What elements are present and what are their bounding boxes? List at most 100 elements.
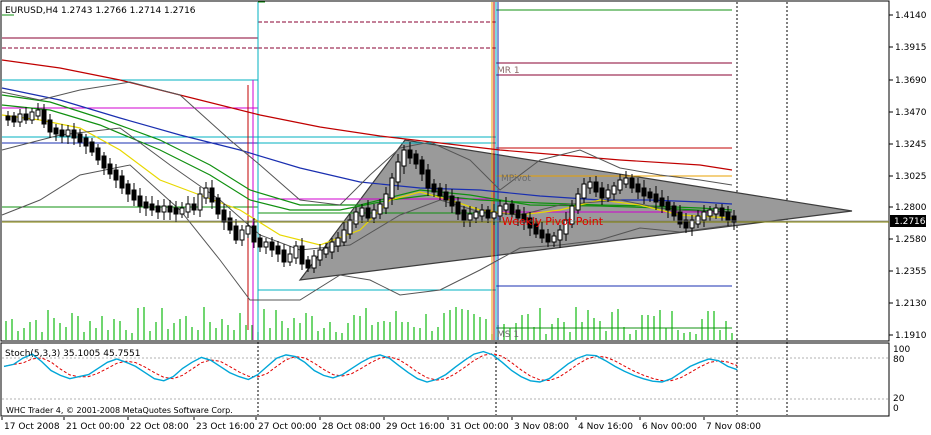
candle <box>689 219 695 229</box>
current-price-box <box>890 215 926 227</box>
candle <box>527 217 533 229</box>
candle <box>401 149 407 167</box>
candle <box>485 209 491 219</box>
candle <box>473 211 479 219</box>
candle <box>569 205 575 225</box>
candle <box>191 203 197 211</box>
candle <box>89 141 95 153</box>
candle <box>491 211 497 219</box>
candle <box>305 259 311 269</box>
candle <box>329 241 335 253</box>
candle <box>449 195 455 207</box>
time-tick-label: 23 Oct 16:00 <box>196 422 255 432</box>
candlesticks[interactable] <box>5 103 737 273</box>
candle <box>101 155 107 169</box>
candle <box>77 133 83 143</box>
candle <box>17 113 23 123</box>
candle <box>95 147 101 161</box>
candle <box>341 229 347 243</box>
candle <box>377 203 383 215</box>
candle <box>665 201 671 211</box>
candle <box>107 163 113 175</box>
symbol-info: EURUSD,H4 1.2743 1.2766 1.2714 1.2716 <box>5 6 196 16</box>
candle <box>197 193 203 211</box>
candle <box>227 217 233 231</box>
ma-green-2 <box>1 94 733 213</box>
candle <box>539 229 545 239</box>
s1-label: MS 1 <box>497 330 519 340</box>
candle <box>347 219 353 235</box>
price-chart-frame <box>0 0 890 342</box>
candle <box>275 245 281 255</box>
candle <box>131 189 137 201</box>
candle <box>563 219 569 235</box>
candle <box>335 237 341 247</box>
candle <box>281 249 287 263</box>
candle <box>701 211 707 221</box>
candle <box>29 111 35 121</box>
candle <box>245 225 251 235</box>
price-tick-label: 1.2130 <box>895 299 927 309</box>
price-scale: 1.4140 1.3915 1.3690 1.3470 1.3245 1.3025 1.28… <box>889 11 927 341</box>
time-tick-label: 27 Oct 00:00 <box>258 422 317 432</box>
candle <box>209 187 215 203</box>
candle <box>35 109 41 117</box>
time-tick-label: 31 Oct 00:00 <box>450 422 509 432</box>
stoch-signal-line <box>3 353 738 382</box>
candle <box>395 161 401 183</box>
candle <box>515 209 521 219</box>
candle <box>503 203 509 211</box>
candle <box>119 175 125 189</box>
candle <box>593 181 599 193</box>
time-tick-label: 7 Nov 08:00 <box>706 422 761 432</box>
time-tick-label: 28 Oct 08:00 <box>322 422 381 432</box>
candle <box>239 229 245 241</box>
candle <box>323 247 329 255</box>
candle <box>269 241 275 251</box>
candle <box>551 235 557 243</box>
candle <box>161 205 167 213</box>
stoch-scale-0: 0 <box>893 404 899 414</box>
candle <box>509 203 515 215</box>
r1-label: MR 1 <box>497 66 520 76</box>
candle <box>671 205 677 217</box>
candle <box>653 193 659 203</box>
copyright-text: WHC Trader 4, © 2001-2008 MetaQuotes Sof… <box>6 406 233 415</box>
stoch-main-line <box>3 350 738 383</box>
candle <box>443 191 449 201</box>
ma-red <box>1 59 733 171</box>
price-tick-label: 1.3690 <box>895 76 927 86</box>
candle <box>389 177 395 199</box>
candle <box>215 197 221 215</box>
candle <box>263 241 269 248</box>
price-tick-label: 1.2355 <box>895 267 927 277</box>
candle <box>713 207 719 215</box>
candle <box>299 245 305 265</box>
current-price-label: 1.2716 <box>894 217 926 227</box>
candle <box>173 207 179 215</box>
stoch-levels <box>2 357 889 400</box>
candle <box>641 187 647 197</box>
candle <box>437 187 443 197</box>
candle <box>425 169 431 189</box>
candle <box>287 253 293 263</box>
candle <box>353 211 359 225</box>
candle <box>137 195 143 207</box>
candle <box>497 205 503 217</box>
candle <box>419 159 425 175</box>
moving-averages <box>1 59 733 246</box>
stoch-info: Stoch(5,3,3) 35.1005 45.7551 <box>5 349 140 359</box>
candle <box>659 197 665 207</box>
pivot-label: MPivot <box>501 174 531 184</box>
candle <box>605 189 611 199</box>
bollinger-bands <box>1 81 733 301</box>
candle <box>257 237 263 248</box>
candle <box>629 177 635 189</box>
candle <box>677 211 683 225</box>
candle <box>647 191 653 199</box>
candle <box>623 177 629 185</box>
candle <box>635 183 641 193</box>
candle <box>467 213 473 221</box>
